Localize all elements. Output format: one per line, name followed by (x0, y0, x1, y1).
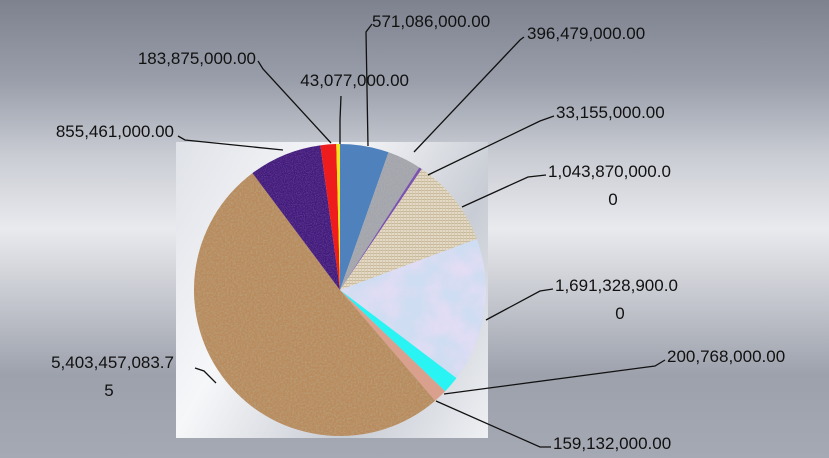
data-labels: 571,086,000.00 396,479,000.00 33,155,000.0… (51, 12, 785, 453)
leader-line (177, 135, 284, 151)
leader-lines (177, 23, 666, 448)
leader-line (485, 288, 554, 321)
data-label: 33,155,000.00 (556, 103, 665, 122)
data-label: 200,768,000.00 (667, 347, 785, 366)
leader-line (427, 115, 555, 176)
pie-slice (194, 173, 436, 436)
pie-slices (194, 144, 487, 436)
pie-slice (340, 290, 446, 401)
leader-line (443, 359, 666, 395)
data-label: 5,403,457,083.7 5 (51, 353, 174, 400)
data-label: 396,479,000.00 (527, 24, 645, 43)
leader-line (339, 95, 342, 144)
leader-line (194, 367, 217, 384)
pie-slice (340, 167, 422, 290)
pie-slice (340, 152, 420, 290)
leader-line (461, 174, 547, 208)
leader-line (435, 400, 551, 448)
data-label: 1,043,870,000.0 0 (548, 162, 671, 209)
pie-slice (320, 144, 340, 290)
leader-line (413, 36, 525, 153)
pie-slice (340, 290, 457, 392)
pie-slice (340, 169, 477, 290)
data-label: 183,875,000.00 (138, 49, 256, 68)
data-label: 571,086,000.00 (372, 12, 490, 31)
data-label: 855,461,000.00 (56, 122, 174, 141)
data-label: 43,077,000.00 (300, 71, 409, 90)
pie-slice (252, 145, 340, 290)
pie-slice (336, 144, 340, 290)
pie-slice (340, 239, 487, 379)
pie-slice (340, 144, 389, 290)
leader-line (365, 23, 373, 147)
data-label: 1,691,328,900.0 0 (555, 276, 678, 323)
leader-line (257, 60, 332, 144)
data-label: 159,132,000.00 (553, 434, 671, 453)
